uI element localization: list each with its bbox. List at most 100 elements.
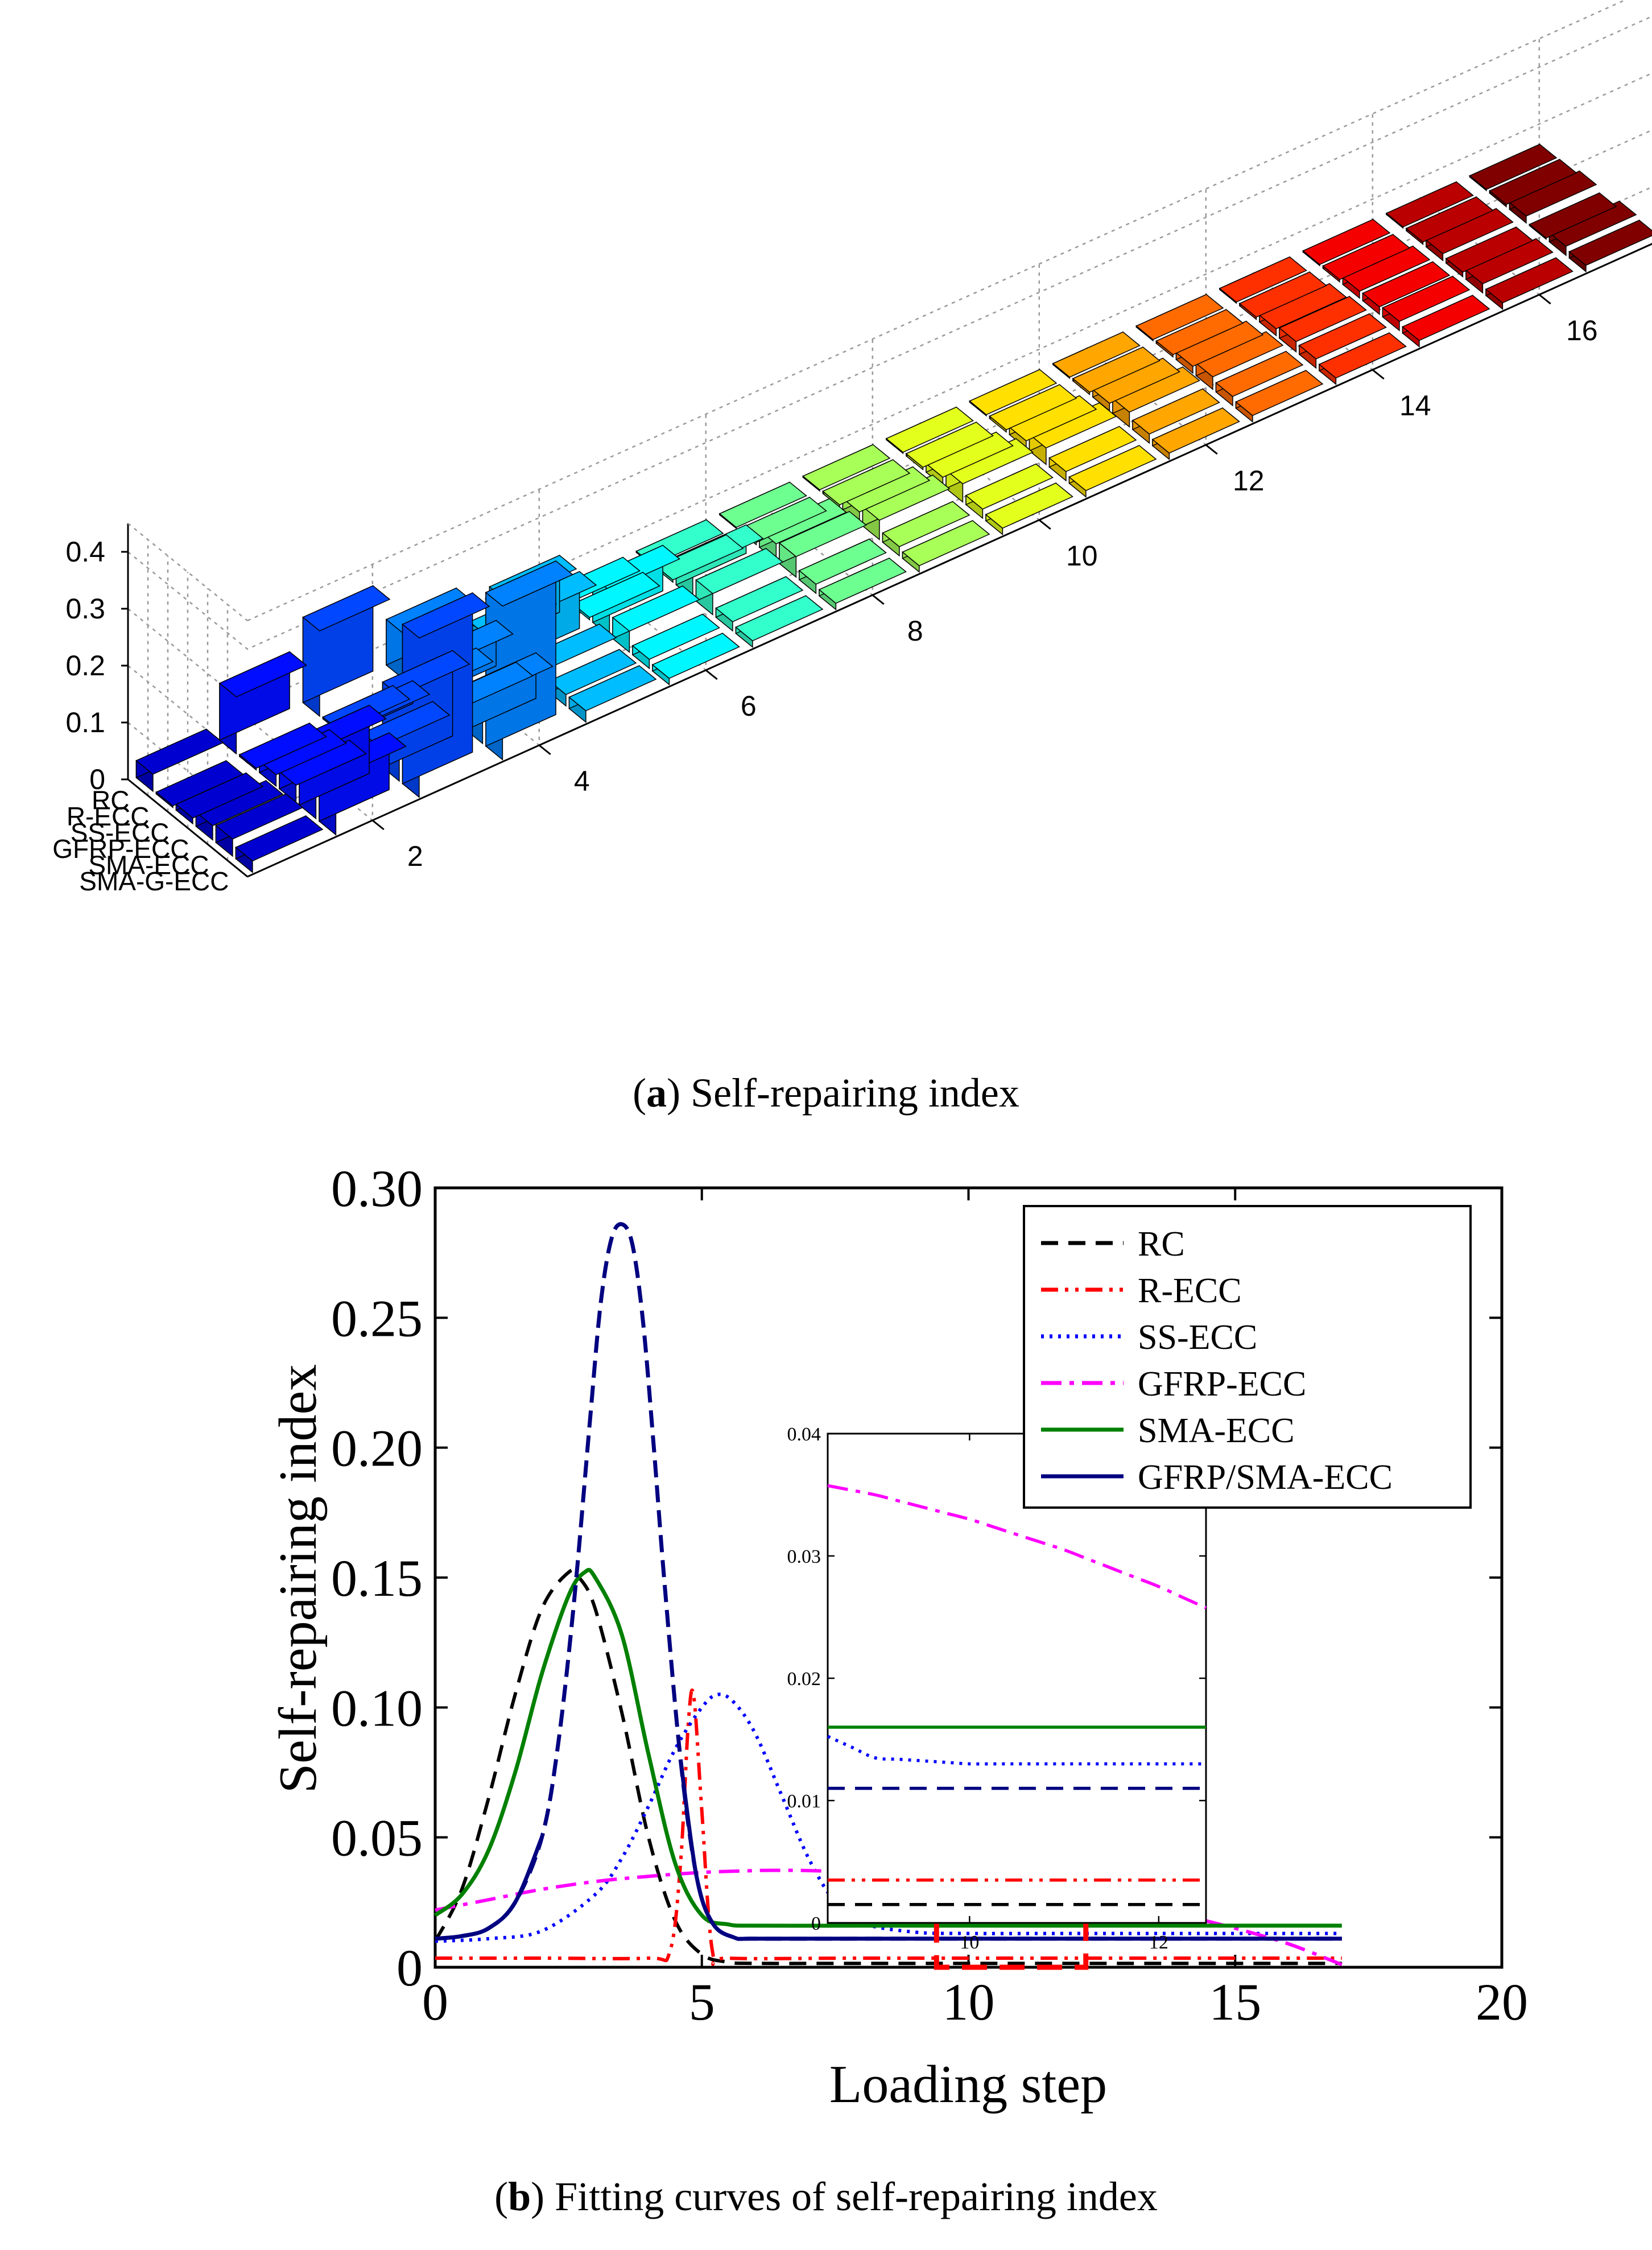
panel-a-caption-text: Self-repairing index — [691, 1070, 1019, 1116]
x-tick-label: 0 — [422, 1973, 448, 2031]
y-tick-label: 0.20 — [331, 1419, 423, 1477]
bar-RC-step-15 — [1302, 218, 1391, 267]
bar-face-top — [778, 511, 867, 558]
bar-SMA-ECC-step-11 — [1048, 426, 1137, 482]
bar-face-top — [1485, 257, 1573, 304]
x-tick — [1372, 369, 1385, 380]
curve-R-ECC — [435, 1688, 1342, 1966]
bar-SMA-G-ECC-step-7 — [735, 595, 824, 648]
panel-b-legend: RC R-ECC SS-ECC GFRP-ECC SMA-ECC GFRP/SMA-ECC — [1023, 1205, 1472, 1509]
bar-face-top — [1298, 313, 1387, 360]
bar-RC-step-16 — [1385, 181, 1474, 229]
bar-face-top — [1362, 261, 1451, 308]
panel-b-caption-letter: b — [508, 2174, 531, 2219]
inset-y-tick-label: 0 — [811, 1913, 821, 1934]
bar-SMA-G-ECC-step-12 — [1151, 407, 1240, 460]
bar-face-top — [485, 560, 573, 607]
y-category-label: GFRP-ECC — [52, 834, 189, 864]
bar-RC-step-17 — [1469, 143, 1558, 192]
bar-GFRP-ECC-step-8 — [778, 510, 867, 578]
bar-SMA-ECC-step-10 — [965, 463, 1054, 519]
bar-R-ECC-step-14 — [1238, 271, 1327, 320]
curve-SMA-ECC — [433, 1568, 1342, 1928]
panel-b-inset: 10 12 0 0.01 0.02 0.03 0.04 — [787, 1424, 1207, 1953]
y-category-label: SMA-G-ECC — [79, 866, 229, 896]
panel-b-caption: (b) Fitting curves of self-repairing ind… — [494, 2174, 1158, 2219]
bar-SMA-G-ECC-step-5 — [568, 664, 657, 723]
bar-SS-ECC-step-14 — [1258, 283, 1347, 337]
panel-b-y-label: Self-repairing index — [269, 1364, 328, 1793]
bar-face-top — [989, 384, 1077, 431]
bar-face-top — [1135, 294, 1224, 340]
bar-face-top — [1131, 388, 1220, 435]
bar-face-top — [1238, 271, 1327, 318]
bar-RC-step-13 — [1135, 294, 1224, 342]
bar-RC-step-1 — [135, 728, 224, 792]
y-axis-line — [127, 778, 248, 878]
bar-face-top — [1402, 295, 1490, 341]
bar-SS-ECC-step-17 — [1509, 170, 1597, 224]
bar-SMA-ECC-step-8 — [798, 538, 887, 595]
y-category-label: SMA-ECC — [88, 850, 209, 880]
bar-SMA-ECC-step-13 — [1215, 350, 1304, 407]
bar-SMA-G-ECC-step-6 — [651, 632, 740, 686]
bar-SMA-G-ECC-step-1 — [235, 815, 324, 873]
bar-face-top — [1385, 181, 1474, 228]
z-tick-label: 0.4 — [65, 536, 105, 568]
bar-face-top — [965, 463, 1054, 510]
bar-face-top — [985, 482, 1073, 529]
x-tick — [872, 594, 885, 605]
bar-SMA-G-ECC-step-14 — [1318, 332, 1407, 385]
bar-face-top — [135, 728, 224, 775]
legend-label-GFRP-ECC: GFRP-ECC — [1138, 1365, 1306, 1403]
bar-R-ECC-step-16 — [1405, 196, 1494, 245]
bar-R-ECC-step-15 — [1322, 233, 1411, 283]
x-tick-label: 16 — [1566, 315, 1598, 346]
bar-face-top — [969, 369, 1058, 415]
bar-RC-step-14 — [1219, 256, 1307, 304]
y-category-label: SS-ECC — [71, 818, 170, 847]
bar-face-top — [798, 538, 887, 585]
panel-a-caption-letter: a — [646, 1070, 667, 1116]
legend-label-GFRP/SMA-ECC: GFRP/SMA-ECC — [1138, 1458, 1393, 1497]
bar-face-top — [1048, 426, 1137, 472]
curve-RC — [433, 1568, 1342, 1966]
bar-face-top — [1445, 226, 1534, 273]
bar-face-top — [902, 520, 990, 567]
curve-SS-ECC — [435, 1692, 1342, 1943]
bar-face-top — [1219, 256, 1307, 303]
panel-a-caption: (a) Self-repairing index — [633, 1070, 1019, 1116]
grid-line-z — [127, 15, 1652, 650]
x-tick-label: 10 — [1066, 540, 1098, 572]
x-tick — [538, 744, 551, 755]
bar-R-ECC-step-11 — [989, 383, 1077, 433]
inset-y-tick-label: 0.02 — [787, 1669, 821, 1690]
bar-face-top — [402, 592, 490, 639]
bar-SMA-G-ECC-step-8 — [818, 557, 907, 610]
bar-face-top — [155, 760, 244, 807]
bar-SMA-G-ECC-step-16 — [1485, 257, 1573, 310]
panel-b-x-label: Loading step — [829, 2055, 1107, 2114]
bar-face-top — [572, 572, 660, 618]
bar-face-top — [715, 576, 804, 622]
bar-face-top — [882, 501, 970, 547]
bar-SMA-G-ECC-step-10 — [985, 482, 1073, 535]
y-tick-label: 0 — [397, 1939, 423, 1997]
legend-label-R-ECC: R-ECC — [1138, 1271, 1242, 1310]
bar-GFRP-ECC-step-17 — [1529, 192, 1617, 240]
bar-face-top — [238, 723, 327, 769]
bar-SS-ECC-step-1 — [175, 772, 264, 825]
bar-GFRP-ECC-step-7 — [695, 547, 784, 616]
x-tick-label: 10 — [943, 1973, 995, 2031]
x-tick-label: 8 — [907, 615, 923, 647]
bar-RC-step-8 — [718, 481, 807, 530]
bar-face-top — [1068, 445, 1157, 492]
bar-face-top — [612, 585, 700, 632]
bar-face-top — [1322, 234, 1411, 280]
panel-b-caption-text: Fitting curves of self-repairing index — [555, 2174, 1158, 2219]
y-category-label: R-ECC — [67, 802, 150, 831]
grid-top-edge-left — [127, 523, 248, 621]
bar-GFRP-ECC-step-14 — [1278, 295, 1367, 353]
legend-label-SS-ECC: SS-ECC — [1138, 1318, 1257, 1357]
